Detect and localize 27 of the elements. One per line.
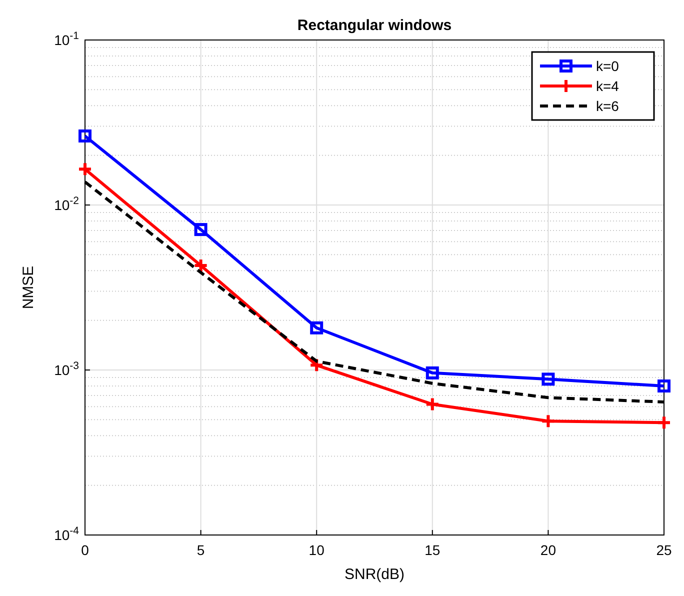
y-tick-label: 10$^{-1}$	[54, 30, 80, 48]
chart-title: Rectangular windows	[297, 17, 452, 34]
point	[540, 414, 556, 429]
point	[656, 415, 672, 430]
point	[658, 379, 670, 392]
x-tick-label: 10	[308, 542, 325, 558]
legend-label: k=6	[596, 98, 620, 114]
y-tick-label: 10$^{-4}$	[54, 525, 80, 543]
y-axis-title: NMSE	[20, 266, 37, 310]
point	[424, 396, 440, 412]
x-tick-label: 15	[424, 542, 440, 558]
x-tick-label: 20	[540, 542, 556, 558]
x-tick-label: 5	[196, 542, 205, 558]
y-tick-label: 10$^{-3}$	[54, 360, 80, 378]
point	[310, 321, 324, 334]
point	[426, 366, 439, 380]
point	[193, 258, 208, 273]
legend-label: k=0	[596, 58, 620, 74]
y-tick-label: 10$^{-2}$	[54, 195, 80, 213]
legend-label: k=4	[596, 78, 620, 94]
x-tick-label: 0	[81, 542, 90, 558]
x-tick-label: 25	[656, 542, 672, 558]
point	[194, 223, 208, 236]
x-axis-title: SNR(dB)	[344, 566, 405, 583]
point	[78, 162, 92, 177]
point	[78, 129, 92, 142]
point	[542, 372, 555, 386]
